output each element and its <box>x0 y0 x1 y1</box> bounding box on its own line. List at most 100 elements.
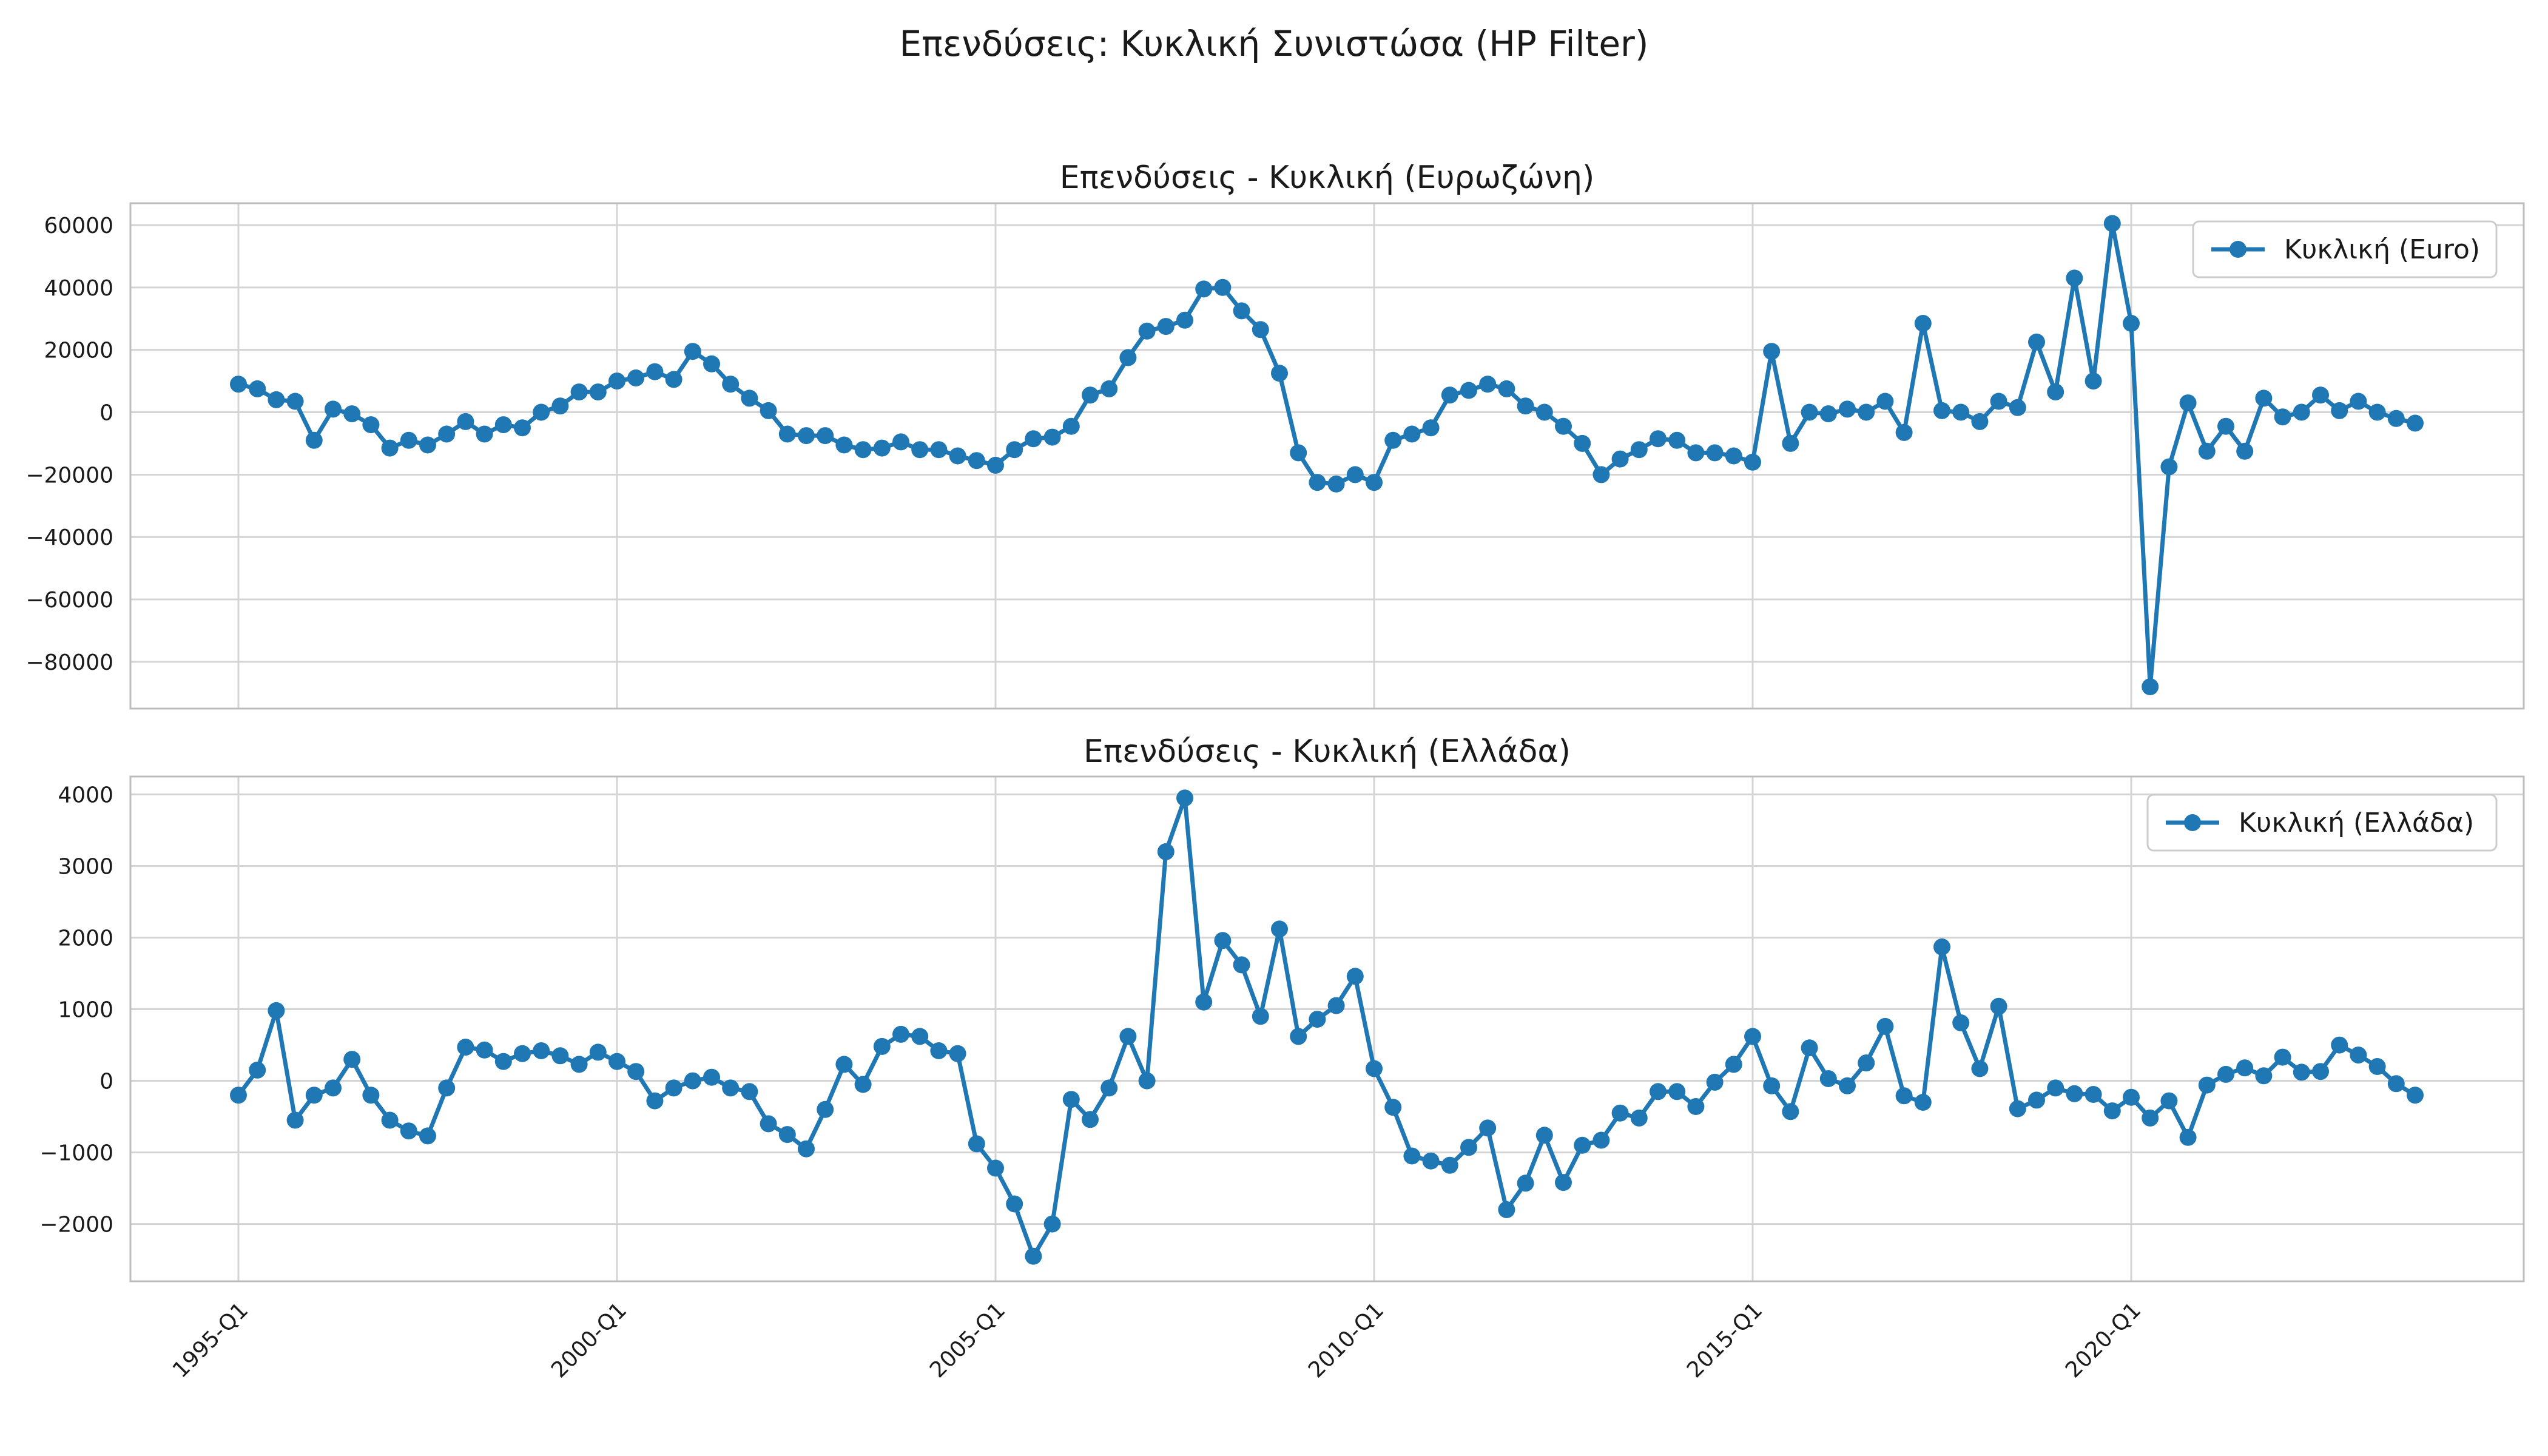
x-tick-label: 2005-Q1 <box>925 1298 1010 1383</box>
data-point <box>2387 410 2405 427</box>
data-point <box>1214 932 1232 949</box>
data-point <box>2160 458 2178 476</box>
x-tick-label: 2000-Q1 <box>547 1298 632 1383</box>
data-point <box>514 419 531 437</box>
data-point <box>2009 1100 2026 1117</box>
y-tick-label: −2000 <box>39 1213 113 1238</box>
data-point <box>1611 450 1629 468</box>
data-point <box>268 391 285 408</box>
data-point <box>1422 1152 1440 1170</box>
data-point <box>362 416 380 434</box>
y-tick-label: −80000 <box>25 650 113 675</box>
data-point <box>305 431 323 449</box>
y-tick-label: 3000 <box>58 855 113 880</box>
plot-area <box>130 203 2524 709</box>
data-point <box>2217 1065 2234 1083</box>
data-point <box>1195 280 1213 298</box>
legend-label: Κυκλική (Euro) <box>2284 234 2480 265</box>
data-point <box>1611 1104 1629 1122</box>
data-point <box>494 1053 512 1070</box>
data-point <box>1043 1215 1061 1233</box>
x-tick-label: 2020-Q1 <box>2061 1298 2146 1383</box>
data-point <box>438 1079 456 1097</box>
data-point <box>1252 321 1269 339</box>
data-point <box>1119 349 1137 366</box>
data-point <box>325 1079 342 1097</box>
data-point <box>835 436 853 454</box>
data-point <box>2009 399 2026 416</box>
data-point <box>854 441 872 459</box>
data-point <box>760 402 777 419</box>
data-point <box>2047 1079 2064 1097</box>
data-point <box>1650 430 1667 448</box>
data-point <box>1422 419 1440 437</box>
y-tick-label: −20000 <box>25 463 113 488</box>
data-point <box>2274 408 2291 426</box>
data-point <box>1062 1091 1080 1108</box>
data-point <box>2236 442 2254 460</box>
data-point <box>1725 447 1742 465</box>
data-point <box>1933 402 1950 419</box>
data-point <box>722 1079 740 1097</box>
data-point <box>684 1072 701 1090</box>
y-tick-label: 2000 <box>58 926 113 951</box>
data-point <box>419 1127 436 1145</box>
panel-eurozone: 60000 40000 20000 0 −20000 −40000 −60000 −80000… <box>25 160 2525 710</box>
data-point <box>835 1056 853 1073</box>
data-point <box>646 363 664 380</box>
data-point <box>1460 382 1477 399</box>
y-tick-label: −40000 <box>25 525 113 550</box>
data-point <box>362 1087 380 1104</box>
data-point <box>930 441 948 459</box>
data-point <box>1214 278 1232 296</box>
data-point <box>1763 1077 1781 1094</box>
data-point <box>533 403 550 421</box>
data-point <box>1971 413 1989 430</box>
data-point <box>2066 269 2083 287</box>
data-point <box>854 1076 872 1093</box>
data-point <box>1082 1111 1099 1128</box>
data-point <box>1176 789 1193 807</box>
data-point <box>1252 1008 1269 1025</box>
data-point <box>1271 920 1288 938</box>
data-point <box>1006 441 1023 459</box>
data-point <box>476 425 493 443</box>
data-point <box>703 1068 720 1086</box>
data-point <box>2047 383 2064 401</box>
data-point <box>1517 397 1534 415</box>
data-point <box>1801 403 1818 421</box>
y-tick-label: 40000 <box>44 276 113 301</box>
data-point <box>2198 442 2216 460</box>
data-point <box>646 1092 664 1110</box>
data-point <box>2179 394 2197 412</box>
data-point <box>1479 376 1497 393</box>
data-point <box>1366 474 1383 491</box>
legend-marker <box>2184 814 2201 831</box>
data-point <box>741 389 758 407</box>
data-point <box>1157 318 1175 335</box>
axes-frame <box>129 202 2525 710</box>
data-point <box>1971 1060 1989 1077</box>
data-point <box>1574 1136 1591 1154</box>
data-point <box>2387 1075 2405 1093</box>
y-tick-label: −1000 <box>39 1141 113 1166</box>
data-point <box>1782 1103 1799 1121</box>
data-point <box>419 436 436 454</box>
data-point <box>684 343 701 360</box>
data-point <box>2255 389 2273 407</box>
y-tick-label: 4000 <box>58 783 113 808</box>
axes-frame <box>129 775 2525 1282</box>
data-point <box>1346 968 1364 985</box>
data-point <box>551 1047 569 1065</box>
data-point <box>2179 1128 2197 1146</box>
y-tick-label: −60000 <box>25 588 113 613</box>
panel-title: Επενδύσεις - Κυκλική (Ευρωζώνη) <box>1060 160 1594 196</box>
data-point <box>911 441 929 459</box>
data-point <box>703 355 720 372</box>
data-point <box>741 1083 758 1100</box>
data-point <box>305 1087 323 1104</box>
data-point <box>533 1042 550 1059</box>
data-point <box>968 452 985 470</box>
data-point <box>1460 1139 1477 1156</box>
